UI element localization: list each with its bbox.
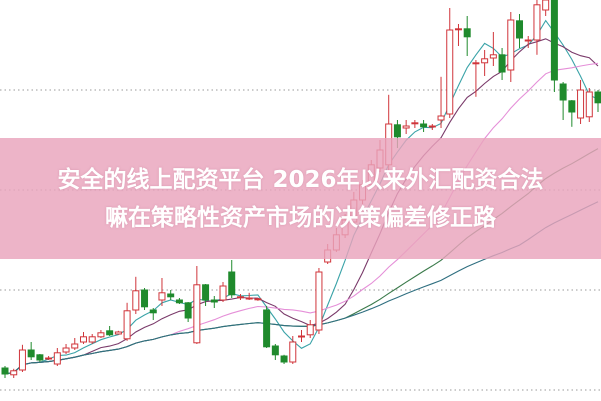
candle-down	[210, 299, 218, 303]
candle-down	[175, 299, 183, 304]
candle-up	[132, 290, 140, 311]
candle-up	[428, 125, 436, 128]
candle-up	[411, 122, 419, 125]
candle-down	[141, 289, 149, 308]
candle-up	[524, 39, 532, 42]
candle-down	[202, 284, 210, 301]
candle-down	[184, 302, 192, 319]
candle-down	[263, 309, 271, 348]
candle-down	[149, 309, 157, 314]
candle-up	[298, 335, 305, 338]
candle-up	[472, 62, 480, 65]
candle-up	[585, 91, 593, 118]
candle-up	[45, 357, 53, 360]
candle-up	[53, 352, 61, 365]
candle-up	[507, 19, 515, 71]
candle-down	[568, 100, 576, 113]
candle-up	[123, 310, 131, 340]
candle-up	[446, 29, 454, 115]
candle-up	[454, 28, 462, 31]
candle-up	[79, 336, 87, 343]
candle-up	[158, 292, 166, 301]
candle-down	[280, 355, 288, 363]
candle-up	[236, 296, 244, 299]
candle-down	[550, 0, 558, 81]
candle-down	[167, 293, 175, 298]
candle-up	[18, 349, 26, 371]
candle-up	[88, 336, 96, 343]
candle-up	[245, 297, 253, 300]
candle-down	[271, 345, 279, 356]
candle-up	[489, 54, 497, 59]
candle-up	[97, 332, 105, 338]
moving-average-line-10	[4, 38, 599, 375]
candle-down	[27, 349, 35, 358]
candle-up	[577, 89, 585, 119]
candle-up	[254, 298, 262, 301]
candle-up	[402, 125, 410, 129]
candle-up	[306, 324, 314, 336]
title-banner: 安全的线上配资平台 2026年以来外汇配资合法 嘛在策略性资产市场的决策偏差修正…	[0, 138, 601, 259]
candle-down	[594, 91, 601, 104]
candle-up	[193, 284, 201, 344]
candle-up	[71, 343, 79, 349]
candle-up	[114, 331, 122, 335]
banner-title-line-1: 安全的线上配资平台 2026年以来外汇配资合法	[57, 166, 544, 193]
banner-title-line-2: 嘛在策略性资产市场的决策偏差修正路	[105, 204, 496, 231]
candle-down	[559, 83, 567, 101]
candle-down	[228, 271, 236, 296]
candle-up	[62, 347, 70, 353]
candle-up	[219, 285, 227, 301]
candle-down	[393, 124, 401, 138]
candle-up	[437, 115, 445, 121]
candle-down	[420, 123, 428, 128]
candle-down	[463, 28, 471, 38]
candle-up	[289, 341, 297, 363]
candle-up	[315, 271, 323, 331]
candle-up	[542, 0, 550, 11]
candle-up	[481, 58, 489, 64]
candle-down	[106, 330, 114, 336]
candle-down	[516, 20, 524, 39]
candle-down	[36, 354, 44, 361]
candle-down	[498, 54, 506, 73]
moving-average-line-5	[4, 19, 599, 375]
candle-down	[1, 367, 9, 375]
candle-up	[10, 370, 18, 376]
candle-up	[533, 4, 541, 41]
